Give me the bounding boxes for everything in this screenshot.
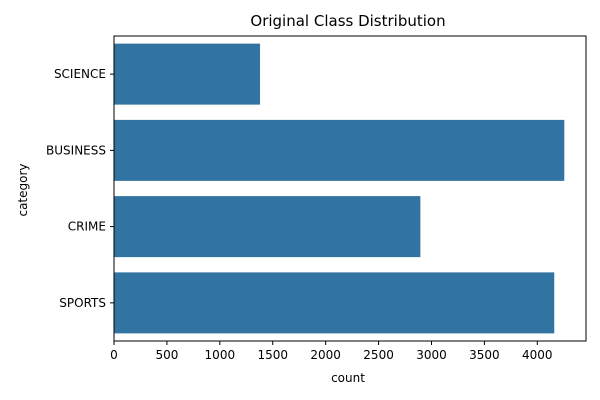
chart-title: Original Class Distribution [250,12,445,30]
x-tick-label: 1500 [257,348,288,362]
y-axis-label: category [16,163,30,216]
x-tick-label: 4000 [522,348,553,362]
bar-crime [114,196,421,258]
x-tick-label: 3500 [469,348,500,362]
x-tick-label: 2000 [310,348,341,362]
y-ticks-group: SCIENCE BUSINESS CRIME SPORTS [46,67,114,310]
bar-sports [114,272,555,334]
y-tick-label: SPORTS [59,296,106,310]
y-tick-label: SCIENCE [54,67,106,81]
x-tick-label: 3000 [416,348,447,362]
bars-group [114,43,565,334]
x-ticks-group: 0 500 1000 1500 2000 2500 3000 3500 4000 [110,341,553,362]
bar-science [114,43,261,105]
bar-business [114,119,565,181]
x-tick-label: 1000 [205,348,236,362]
x-tick-label: 0 [110,348,118,362]
y-tick-label: CRIME [68,220,106,234]
x-tick-label: 500 [155,348,178,362]
x-tick-label: 2500 [363,348,394,362]
plot-frame [113,35,587,342]
y-tick-label: BUSINESS [46,143,106,157]
x-axis-label: count [331,371,365,385]
